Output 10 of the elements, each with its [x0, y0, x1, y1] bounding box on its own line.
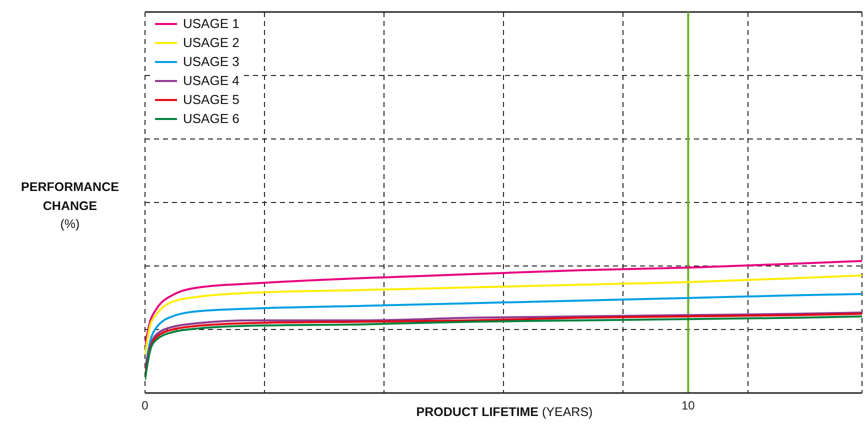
x-tick-label: 0 — [142, 398, 149, 413]
legend-label: USAGE 3 — [183, 53, 240, 71]
x-tick-label: 10 — [682, 398, 696, 413]
legend-label: USAGE 6 — [183, 110, 240, 128]
y-axis-title: PERFORMANCE CHANGE (%) — [20, 179, 120, 233]
legend-label: USAGE 4 — [183, 72, 240, 90]
legend-label: USAGE 2 — [183, 34, 240, 52]
x-axis-title: PRODUCT LIFETIME (YEARS) — [416, 405, 593, 419]
legend-label: USAGE 1 — [183, 15, 240, 33]
legend-label: USAGE 5 — [183, 91, 240, 109]
